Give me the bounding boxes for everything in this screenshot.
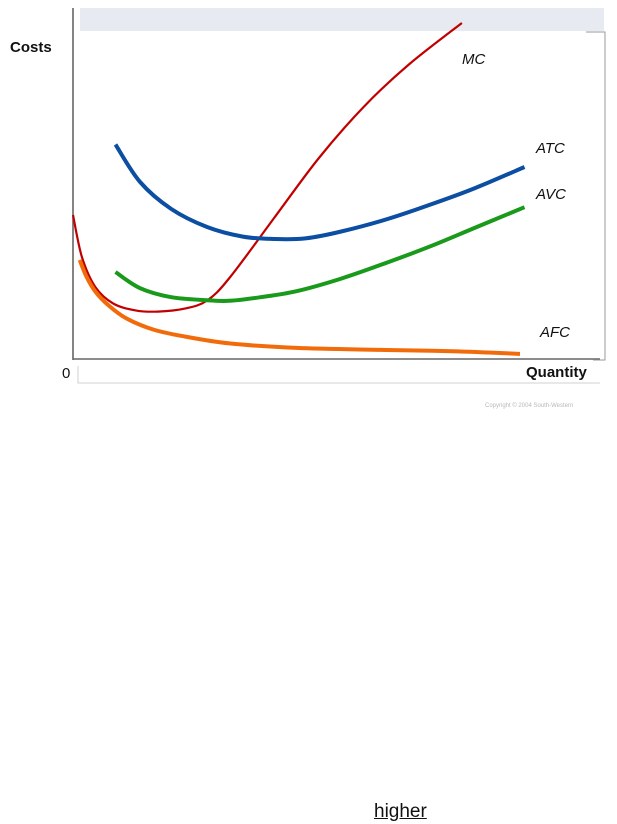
slide-top-bar: [80, 8, 604, 31]
higher-label: higher: [374, 801, 427, 822]
afc-curve: [77, 259, 521, 356]
avc-curve: [114, 205, 526, 304]
atc-label: ATC: [535, 140, 565, 157]
atc-curve: [113, 143, 526, 242]
slide-frame-right: [586, 31, 606, 361]
mc-label: MC: [462, 51, 485, 68]
mc-curve: [71, 22, 463, 313]
afc-label: AFC: [539, 324, 570, 341]
avc-label: AVC: [535, 186, 566, 203]
slide-frame-bottom: [77, 366, 600, 384]
series-layer: [71, 22, 526, 356]
x-axis-label: Quantity: [526, 364, 587, 381]
y-axis-label: Costs: [10, 39, 52, 56]
origin-label: 0: [62, 365, 70, 382]
copyright-notice: Copyright © 2004 South-Western: [485, 402, 573, 409]
